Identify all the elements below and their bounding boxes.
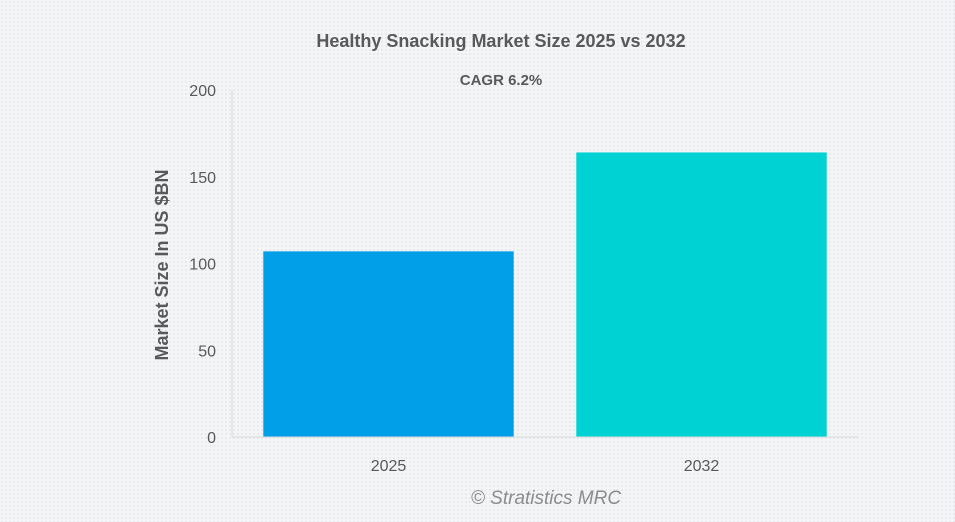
x-tick-label: 2025 [371, 458, 407, 475]
chart-title: Healthy Snacking Market Size 2025 vs 203… [316, 31, 685, 51]
y-tick-label: 200 [189, 83, 216, 100]
y-tick-label: 150 [189, 170, 216, 187]
bar-2032 [576, 152, 827, 437]
bars [263, 152, 827, 437]
chart-subtitle: CAGR 6.2% [460, 72, 543, 89]
copyright-credit: © Stratistics MRC [471, 488, 621, 509]
y-axis-label: Market Size In US $BN [152, 169, 172, 360]
x-tick-label: 2032 [684, 458, 720, 475]
bar-2025 [263, 251, 514, 437]
y-tick-label: 50 [198, 343, 216, 360]
x-axis-ticks: 2025 2032 [371, 458, 720, 475]
y-tick-label: 100 [189, 257, 216, 274]
y-tick-label: 0 [207, 430, 216, 447]
y-axis-ticks: 0 50 100 150 200 [189, 83, 216, 447]
